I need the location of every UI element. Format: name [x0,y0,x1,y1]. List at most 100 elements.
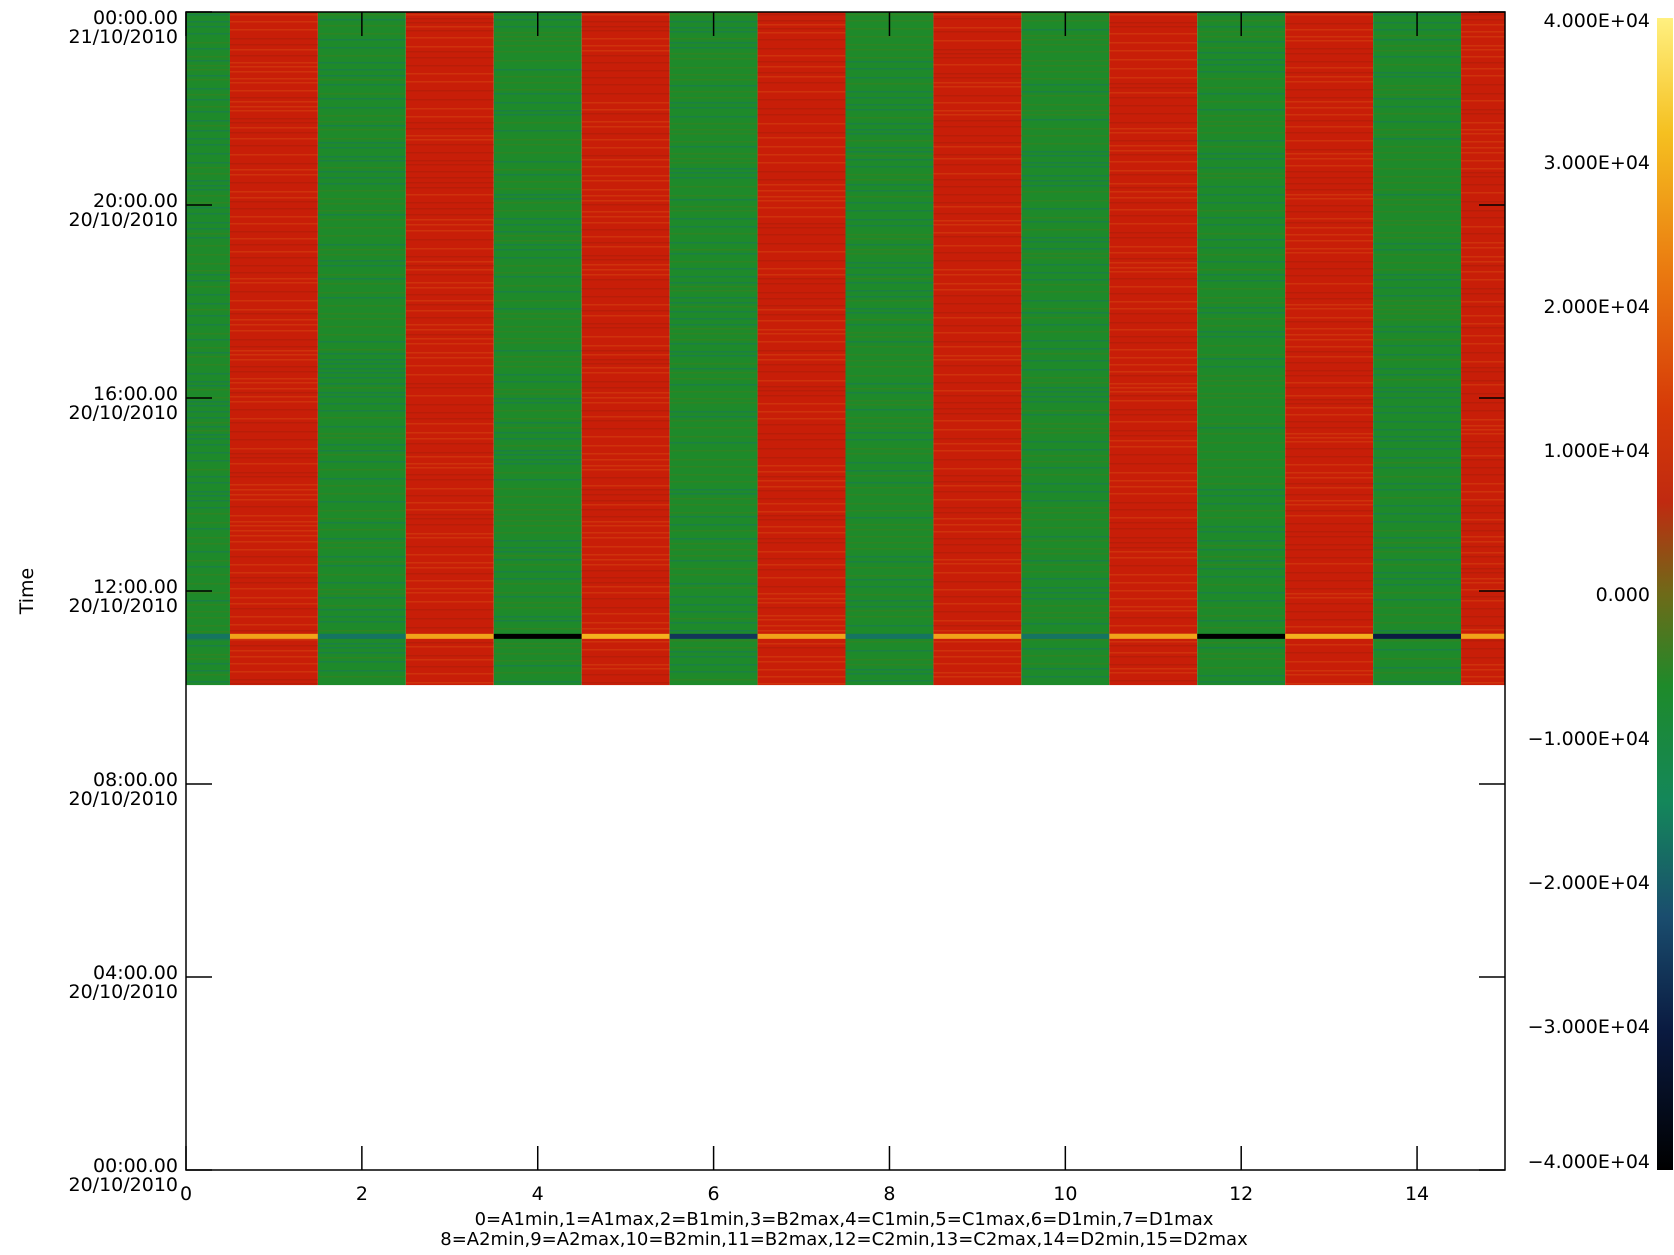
texture-line [1461,393,1505,395]
texture-line [1373,331,1462,333]
texture-line [1197,280,1286,282]
colorbar-labels: 4.000E+043.000E+042.000E+041.000E+040.00… [1528,10,1650,1173]
texture-line [669,133,758,135]
texture-line [1285,351,1374,353]
texture-line [669,538,758,540]
texture-line [1461,184,1505,186]
texture-line [1109,342,1198,344]
texture-line [1461,425,1505,427]
texture-line [845,290,934,292]
texture-line [1197,239,1286,241]
texture-line [405,646,494,648]
texture-line [845,83,934,85]
texture-line [1197,627,1286,629]
texture-line [581,133,670,135]
texture-line [1285,597,1374,599]
texture-line [581,559,670,561]
texture-line [186,294,230,296]
texture-line [317,561,406,563]
texture-line [317,93,406,95]
texture-line [1461,100,1505,102]
texture-line [845,253,934,255]
texture-line [757,216,846,218]
texture-line [1373,592,1462,594]
texture-line [933,154,1022,156]
texture-line [1285,580,1374,582]
texture-line [229,541,318,543]
texture-line [1373,254,1462,256]
texture-line [229,346,318,348]
texture-line [1373,379,1462,381]
texture-line [317,55,406,57]
texture-line [1285,611,1374,613]
texture-line [1109,271,1198,273]
texture-line [405,256,494,258]
texture-line [581,14,670,16]
texture-line [1021,540,1110,542]
texture-line [1373,39,1462,41]
texture-line [933,220,1022,222]
texture-line [1197,568,1286,570]
texture-line [317,107,406,109]
texture-line [1285,107,1374,109]
texture-line [581,147,670,149]
texture-line [493,318,582,320]
texture-line [317,410,406,412]
texture-line [933,49,1022,51]
spike-cell-0 [186,633,230,639]
texture-line [229,650,318,652]
texture-line [186,500,230,502]
texture-line [1109,509,1198,511]
texture-line [405,467,494,469]
texture-line [669,481,758,483]
texture-line [845,664,934,666]
texture-line [493,398,582,400]
texture-line [933,110,1022,112]
texture-line [493,564,582,566]
texture-line [933,596,1022,598]
texture-line [1461,682,1505,684]
texture-line [317,198,406,200]
texture-line [1373,462,1462,464]
texture-line [1285,183,1374,185]
texture-line [669,555,758,557]
texture-line [186,639,230,641]
texture-line [1021,360,1110,362]
texture-line [186,144,230,146]
texture-line [317,450,406,452]
texture-line [1285,298,1374,300]
texture-line [845,68,934,70]
texture-line [1373,391,1462,393]
texture-line [1021,441,1110,443]
texture-line [405,365,494,367]
texture-line [845,184,934,186]
texture-line [669,311,758,313]
texture-line [1373,85,1462,87]
texture-line [493,110,582,112]
texture-line [1197,186,1286,188]
texture-line [1285,171,1374,173]
texture-line [669,549,758,551]
texture-line [405,187,494,189]
texture-line [1109,551,1198,553]
texture-line [845,360,934,362]
texture-line [493,578,582,580]
texture-line [669,504,758,506]
texture-line [1373,599,1462,601]
texture-line [581,570,670,572]
texture-line [493,647,582,649]
texture-line [1021,84,1110,86]
texture-line [317,493,406,495]
texture-line [405,659,494,661]
texture-line [669,226,758,228]
texture-line [1109,286,1198,288]
texture-line [1461,582,1505,584]
texture-line [845,641,934,643]
texture-line [845,44,934,46]
texture-line [1109,664,1198,666]
texture-line [669,442,758,444]
texture-line [669,290,758,292]
texture-line [933,126,1022,128]
texture-line [493,450,582,452]
